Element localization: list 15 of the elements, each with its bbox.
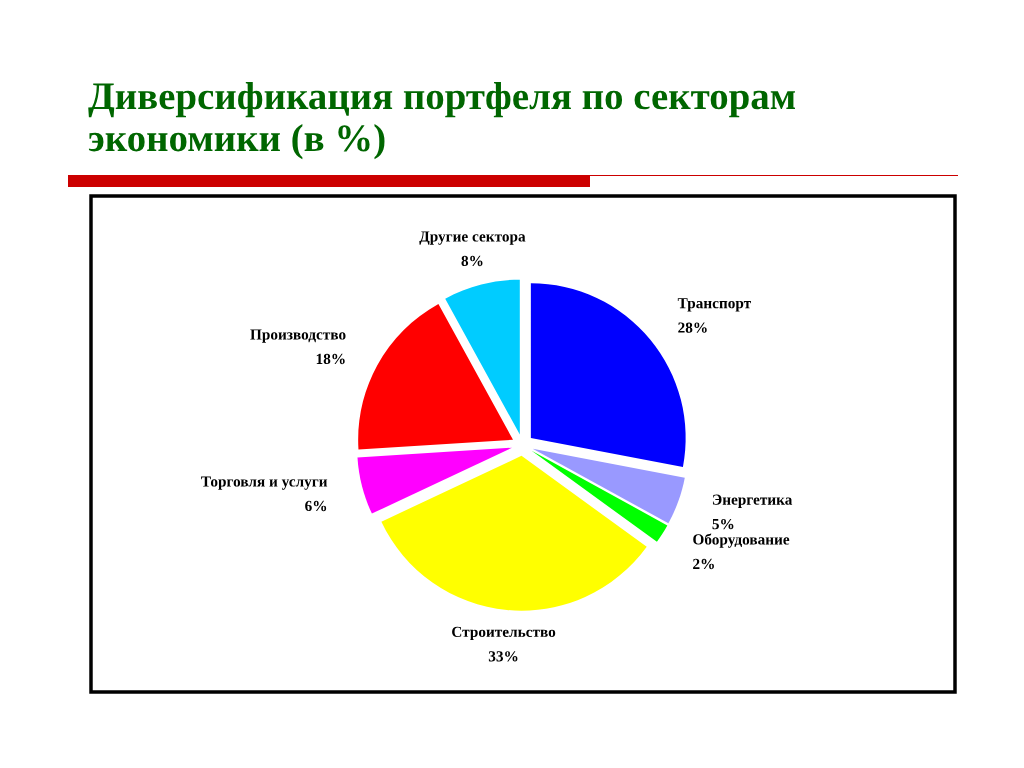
slice-label: Строительство bbox=[452, 626, 556, 641]
chart-title: Диверсификация портфеля по секторам экономики (в %) bbox=[88, 82, 796, 160]
data-label: 8% bbox=[461, 255, 483, 267]
data-label: 5% bbox=[712, 518, 734, 530]
slice-label: Оборудование bbox=[693, 533, 790, 548]
slice-label: Энергетика bbox=[712, 494, 793, 508]
slice-label: Другие сектора bbox=[419, 231, 526, 245]
slice-label: Торговля и услуги bbox=[201, 476, 328, 490]
slice-label: Производство bbox=[250, 329, 346, 343]
data-label: 2% bbox=[693, 558, 714, 570]
data-label: 28% bbox=[678, 322, 707, 333]
slice-label: Транспорт bbox=[677, 298, 751, 312]
data-label: 6% bbox=[305, 500, 327, 512]
data-label: 33% bbox=[488, 651, 518, 662]
data-label: 18% bbox=[316, 353, 345, 365]
